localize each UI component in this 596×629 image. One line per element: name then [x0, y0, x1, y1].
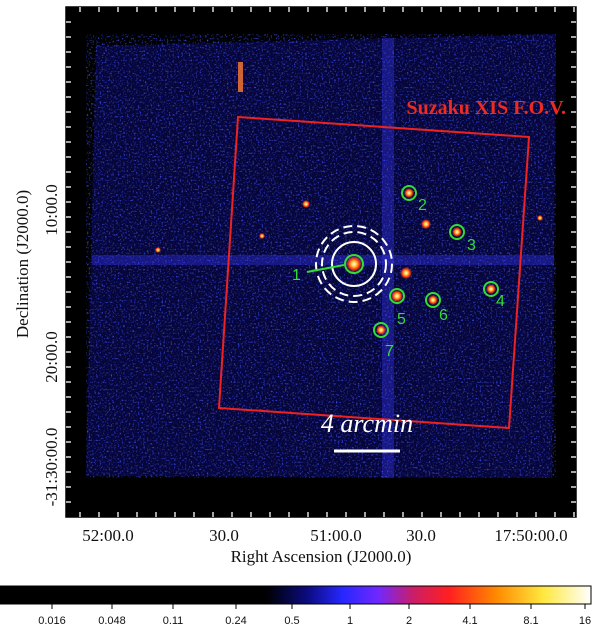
colorbar-tick-label: 0.016 — [38, 615, 66, 627]
colorbar-gradient — [0, 585, 592, 605]
source-circle-1 — [344, 254, 364, 274]
x-axis-label: Right Ascension (J2000.0) — [231, 547, 412, 566]
x-tick-label: 17:50:00.0 — [494, 526, 567, 545]
frame-ticks — [66, 7, 576, 517]
source-circle-3 — [449, 224, 465, 240]
source-markers — [306, 185, 499, 338]
x-tick-label: 30.0 — [209, 526, 239, 545]
source-circle-5 — [389, 288, 405, 304]
colorbar-ticks: 0.016 0.048 0.11 0.24 0.5 1 2 4.1 8.1 16 — [38, 604, 591, 627]
source-label-4: 4 — [496, 293, 505, 310]
y-tick-label: -31:30:00.0 — [42, 428, 61, 507]
fov-box — [217, 115, 531, 430]
x-tick-label: 51:00.0 — [310, 526, 361, 545]
source-circle-4 — [483, 281, 499, 297]
detector-stripe — [382, 38, 394, 478]
colorbar: 0.016 0.048 0.11 0.24 0.5 1 2 4.1 8.1 16 — [0, 585, 592, 627]
y-tick-labels: 10:00.0 20:00.0 -31:30:00.0 — [42, 184, 61, 506]
source-circle-6 — [425, 292, 441, 308]
fov-label: Suzaku XIS F.O.V. — [406, 97, 566, 119]
source-label-1: 1 — [292, 267, 301, 284]
source-label-7: 7 — [385, 343, 394, 360]
colorbar-tick-label: 16 — [579, 615, 591, 627]
colorbar-tick-label: 0.11 — [163, 615, 184, 627]
y-tick-label: 10:00.0 — [42, 184, 61, 235]
x-tick-labels: 52:00.0 30.0 51:00.0 30.0 17:50:00.0 — [82, 526, 567, 545]
source-label-6: 6 — [439, 307, 448, 324]
background-annulus — [315, 225, 393, 303]
colorbar-tick-label: 4.1 — [462, 615, 477, 627]
y-tick-label: 20:00.0 — [42, 331, 61, 382]
y-axis-label: Declination (J2000.0) — [13, 190, 32, 338]
source-1-pointer — [306, 264, 345, 273]
colorbar-tick-label: 8.1 — [523, 615, 538, 627]
source-label-3: 3 — [467, 237, 476, 254]
source-label-2: 2 — [418, 197, 427, 214]
colorbar-tick-label: 2 — [406, 615, 412, 627]
x-tick-label: 30.0 — [406, 526, 436, 545]
readout-streak — [238, 62, 243, 92]
colorbar-tick-label: 1 — [347, 615, 353, 627]
scale-label: 4 arcmin — [321, 409, 413, 438]
source-circle-2 — [401, 185, 417, 201]
colorbar-tick-label: 0.048 — [98, 615, 126, 627]
colorbar-tick-label: 0.24 — [225, 615, 246, 627]
image-panel: Suzaku XIS F.O.V. 1 2 3 4 5 6 7 4 arcmin — [65, 6, 577, 518]
source-label-5: 5 — [397, 311, 406, 328]
colorbar-tick-label: 0.5 — [284, 615, 299, 627]
source-circle-7 — [373, 322, 389, 338]
x-tick-label: 52:00.0 — [82, 526, 133, 545]
